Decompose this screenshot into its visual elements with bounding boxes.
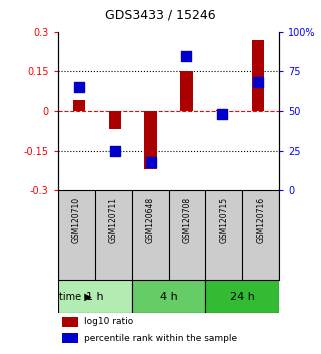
Point <box>148 159 153 164</box>
Text: 4 h: 4 h <box>160 292 178 302</box>
Bar <box>205 280 279 313</box>
Text: GSM120711: GSM120711 <box>108 197 118 243</box>
Bar <box>73 101 85 111</box>
Text: 1 h: 1 h <box>86 292 103 302</box>
Text: GDS3433 / 15246: GDS3433 / 15246 <box>105 9 216 22</box>
Bar <box>62 317 78 327</box>
Bar <box>144 111 157 169</box>
Text: time ▶: time ▶ <box>58 292 91 302</box>
Bar <box>58 280 132 313</box>
Point <box>77 84 82 90</box>
Text: 24 h: 24 h <box>230 292 255 302</box>
Bar <box>109 111 121 130</box>
Bar <box>216 110 228 111</box>
Bar <box>252 40 264 111</box>
Point <box>184 53 189 58</box>
Text: GSM120708: GSM120708 <box>182 197 192 244</box>
Bar <box>62 333 78 343</box>
Text: GSM120710: GSM120710 <box>72 197 81 244</box>
Point <box>220 111 225 117</box>
Text: GSM120716: GSM120716 <box>256 197 265 244</box>
Point <box>112 148 117 153</box>
Text: GSM120648: GSM120648 <box>145 197 155 244</box>
Bar <box>180 72 193 111</box>
Text: percentile rank within the sample: percentile rank within the sample <box>84 333 238 343</box>
Text: GSM120715: GSM120715 <box>219 197 229 244</box>
Point <box>255 80 260 85</box>
Text: log10 ratio: log10 ratio <box>84 317 134 326</box>
Bar <box>132 280 205 313</box>
